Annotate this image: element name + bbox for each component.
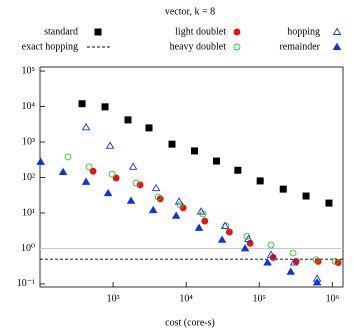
x-tick-label: 10⁴	[179, 293, 193, 304]
x-axis-label: cost (core-s)	[165, 317, 215, 328]
marker-circle	[64, 153, 72, 161]
marker-square	[325, 199, 333, 207]
marker-square	[101, 103, 109, 111]
marker-square	[256, 177, 264, 185]
marker-circle	[267, 241, 275, 249]
marker-square	[168, 140, 176, 148]
marker-triangle	[312, 278, 322, 286]
y-tick-label: 10⁵	[22, 65, 36, 76]
marker-circle	[201, 217, 209, 225]
marker-circle	[154, 193, 162, 201]
marker-triangle	[220, 221, 230, 229]
marker-square	[302, 192, 310, 200]
marker-circle	[312, 256, 320, 264]
legend-marker	[332, 27, 342, 35]
marker-triangle	[126, 196, 136, 204]
marker-triangle	[217, 235, 227, 243]
marker-triangle	[240, 244, 250, 252]
marker-circle	[176, 201, 184, 209]
marker-triangle	[151, 183, 161, 192]
marker-triangle	[81, 177, 91, 185]
legend-label: standard	[44, 26, 78, 37]
legend-label: exact hopping	[22, 41, 78, 52]
legend-marker	[332, 42, 342, 50]
x-tick-label: 10³	[107, 293, 120, 304]
legend-marker	[94, 28, 102, 36]
marker-triangle	[128, 162, 138, 170]
legend-marker	[233, 43, 241, 51]
legend-label: heavy doublet	[170, 41, 227, 52]
marker-triangle	[148, 205, 158, 214]
legend-label: remainder	[279, 41, 320, 52]
marker-triangle	[81, 122, 91, 131]
marker-circle	[89, 167, 97, 175]
marker-triangle	[286, 267, 296, 275]
marker-triangle	[289, 258, 299, 266]
marker-circle	[331, 258, 339, 265]
marker-triangle	[196, 207, 206, 215]
y-tick-label: 10⁴	[22, 101, 36, 112]
y-tick-label: 10⁻¹	[17, 278, 35, 289]
marker-square	[212, 157, 220, 165]
legend-marker	[233, 28, 241, 36]
chart-title: vector, k = 8	[165, 6, 215, 17]
y-tick-label: 10¹	[22, 207, 35, 218]
legend-label: light doublet	[175, 26, 226, 37]
y-tick-label: 10⁰	[21, 243, 35, 254]
marker-triangle	[105, 141, 115, 149]
marker-circle	[225, 228, 233, 236]
marker-circle	[243, 232, 251, 240]
x-tick-label: 10⁶	[326, 293, 340, 304]
marker-triangle	[263, 258, 272, 266]
marker-triangle	[174, 197, 184, 205]
x-tick-label: 10⁵	[252, 293, 266, 304]
marker-square	[279, 185, 287, 193]
marker-triangle	[244, 234, 253, 242]
marker-triangle	[103, 188, 113, 197]
marker-square	[145, 124, 153, 132]
marker-circle	[108, 170, 116, 178]
marker-square	[190, 147, 198, 155]
y-tick-label: 10²	[22, 172, 35, 183]
marker-circle	[112, 174, 120, 182]
marker-square	[234, 166, 242, 174]
marker-circle	[85, 163, 93, 171]
marker-triangle	[266, 250, 276, 258]
plot-frame	[39, 66, 344, 288]
marker-triangle	[171, 211, 181, 219]
marker-circle	[132, 179, 140, 187]
marker-triangle	[36, 157, 45, 165]
marker-triangle	[194, 223, 204, 231]
marker-circle	[289, 249, 297, 257]
legend-label: hopping	[287, 26, 320, 37]
marker-triangle	[58, 167, 68, 176]
y-tick-label: 10³	[22, 136, 35, 147]
marker-square	[124, 116, 132, 124]
marker-square	[78, 100, 86, 108]
